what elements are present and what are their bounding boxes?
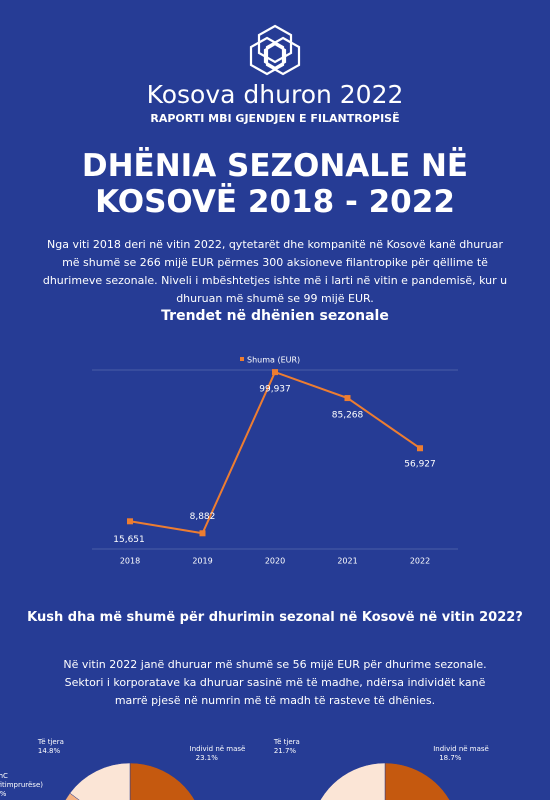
- pie-value: 18.7%: [439, 754, 462, 762]
- pie-slice: [65, 792, 80, 800]
- chart-title: Trendet në dhënien sezonale: [161, 308, 389, 324]
- x-tick-label: 2018: [120, 557, 140, 566]
- section-heading: Kush dha më shumë për dhurimin sezonal n…: [27, 610, 523, 625]
- heading: DHËNIA SEZONALE NË KOSOVË 2018 - 2022: [81, 148, 469, 220]
- data-label: 15,651: [113, 535, 145, 545]
- point: [344, 395, 351, 402]
- pie-label: Individ në masë: [433, 745, 489, 753]
- data-label: 99,937: [259, 385, 291, 395]
- x-tick-label: 2020: [265, 557, 285, 566]
- pie-label: Individ në masë: [189, 745, 246, 753]
- pie-slice: [69, 762, 131, 800]
- brand-title: Kosova dhuron 2022: [146, 80, 404, 109]
- pie-value: 21.7%: [273, 747, 297, 755]
- pie-slice: [384, 762, 450, 800]
- point: [272, 369, 278, 376]
- x-tick-label: 2019: [192, 557, 212, 566]
- pie-value: 14.8%: [37, 747, 61, 755]
- data-label: 85,268: [332, 411, 364, 421]
- x-tick-label: 2021: [337, 557, 357, 566]
- data-label: 8,882: [190, 512, 216, 522]
- line: [129, 370, 421, 535]
- brand-subtitle: RAPORTI MBI GJENDJEN E FILANTROPISË: [150, 112, 400, 125]
- pie-slice: [129, 762, 195, 800]
- x-tick-label: 2022: [410, 557, 430, 566]
- point: [417, 445, 423, 452]
- section-text: Në vitin 2022 janë dhuruar më shumë se 5…: [63, 658, 487, 707]
- pie-label: Të tjera: [37, 738, 64, 746]
- pie-value: 7.4%: [0, 790, 7, 798]
- pie-value: 23.1%: [195, 754, 218, 762]
- pie-label: OShC (jofitimprurëse): [0, 772, 43, 789]
- pie-label: Të tjera: [273, 738, 300, 746]
- intro: Nga viti 2018 deri në vitin 2022, qyteta…: [42, 238, 508, 305]
- point: [199, 530, 206, 537]
- logo: [249, 24, 301, 76]
- data-label: 56,927: [404, 460, 436, 470]
- point: [127, 518, 133, 525]
- pie-slice: [320, 762, 386, 800]
- legend-label: Shuma (EUR): [247, 356, 300, 365]
- legend-swatch: [240, 357, 244, 361]
